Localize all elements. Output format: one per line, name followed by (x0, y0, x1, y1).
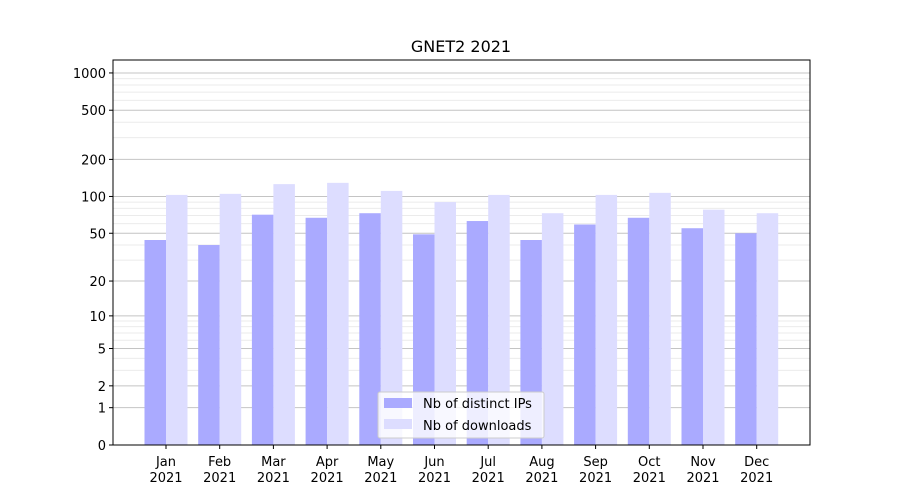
legend-label-ips: Nb of distinct IPs (423, 397, 532, 412)
y-tick-label: 20 (89, 275, 106, 290)
y-tick-label: 1000 (73, 67, 106, 82)
x-tick-label: Mar (261, 455, 286, 470)
x-tick-label: May (367, 455, 394, 470)
axes-frame (112, 59, 811, 446)
bar-downloads (327, 182, 349, 445)
x-tick-label: Oct (638, 455, 660, 470)
x-tick-label: Aug (529, 455, 554, 470)
bar-downloads (756, 213, 779, 445)
legend-box (377, 391, 545, 439)
x-tick-label: 2021 (257, 471, 290, 486)
y-tick-label: 2 (98, 380, 106, 395)
bar-distinct-ips (305, 217, 328, 445)
x-tick-label: 2021 (418, 471, 451, 486)
bar-downloads (219, 193, 242, 445)
bar-downloads (273, 184, 295, 445)
x-tick-label: Sep (583, 455, 608, 470)
y-axis: 0 1 2 5 10 20 50 100 200 500 1000 (73, 67, 113, 454)
x-tick-label: 2021 (525, 471, 558, 486)
x-tick-label: Dec (744, 455, 769, 470)
bar-distinct-ips (574, 224, 596, 445)
legend-swatch-downloads (384, 419, 412, 429)
legend-swatch-ips (384, 398, 412, 408)
x-tick-label: Jun (423, 455, 444, 470)
y-tick-label: 100 (81, 190, 106, 205)
x-tick-label: Jul (479, 455, 496, 470)
bar-downloads (703, 209, 725, 445)
x-tick-label: 2021 (364, 471, 397, 486)
chart-title: GNET2 2021 (411, 37, 511, 56)
bar-distinct-ips (627, 217, 650, 445)
x-tick-label: 2021 (203, 471, 236, 486)
bar-distinct-ips (359, 213, 381, 445)
bar-distinct-ips (735, 233, 757, 445)
y-tick-label: 0 (98, 439, 106, 454)
x-tick-label: 2021 (149, 471, 182, 486)
y-tick-label: 200 (81, 153, 106, 168)
bar-distinct-ips (144, 240, 166, 445)
x-tick-label: 2021 (311, 471, 344, 486)
x-tick-label: 2021 (740, 471, 773, 486)
x-tick-label: 2021 (686, 471, 719, 486)
y-tick-label: 1 (98, 402, 106, 417)
bar-downloads (434, 202, 456, 445)
bar-distinct-ips (466, 221, 489, 445)
bar-downloads (166, 194, 188, 445)
bar-downloads (649, 192, 671, 445)
x-tick-label: Apr (316, 455, 339, 470)
bar-distinct-ips (198, 245, 220, 445)
y-tick-label: 50 (89, 227, 106, 242)
legend: Nb of distinct IPs Nb of downloads (377, 391, 545, 439)
bar-downloads (380, 190, 403, 445)
y-tick-label: 10 (89, 310, 106, 325)
y-tick-label: 5 (98, 343, 106, 358)
x-tick-label: 2021 (472, 471, 505, 486)
x-tick-label: 2021 (579, 471, 612, 486)
bar-downloads (488, 194, 510, 445)
x-tick-label: Jan (155, 455, 176, 470)
x-tick-label: Feb (208, 455, 231, 470)
legend-label-downloads: Nb of downloads (423, 419, 532, 434)
x-tick-label: Nov (690, 455, 716, 470)
bar-downloads (541, 213, 564, 445)
x-axis: Jan2021Feb2021Mar2021Apr2021May2021Jun20… (149, 445, 773, 486)
bar-downloads (595, 194, 618, 445)
x-tick-label: 2021 (633, 471, 666, 486)
bar-distinct-ips (681, 228, 703, 445)
y-tick-label: 500 (81, 104, 106, 119)
bar-distinct-ips (251, 214, 274, 445)
